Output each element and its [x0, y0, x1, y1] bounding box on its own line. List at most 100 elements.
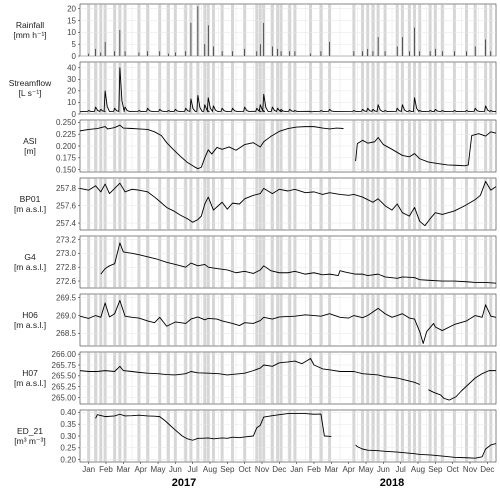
event-band — [465, 4, 469, 56]
event-band — [158, 294, 162, 346]
event-band — [211, 62, 215, 114]
event-band — [113, 62, 117, 114]
event-band — [206, 294, 210, 346]
panel-label-rainfall: Rainfall [mm h⁻¹] — [13, 20, 46, 40]
y-tick-label: 10 — [67, 98, 76, 107]
event-band — [328, 178, 332, 230]
panel-label-line: [m] — [24, 146, 36, 156]
y-tick-label: 273.0 — [56, 249, 77, 258]
x-month-label: Dec — [272, 465, 286, 474]
event-band — [137, 352, 141, 404]
ed-21-series-line — [355, 443, 497, 459]
event-band — [276, 4, 280, 56]
event-band — [262, 294, 266, 346]
panel-label-g4: G4 [m a.s.l.] — [14, 252, 46, 272]
event-band — [103, 4, 107, 56]
event-band — [196, 62, 200, 114]
event-band — [484, 236, 488, 288]
event-band — [400, 352, 404, 404]
event-band — [371, 236, 375, 288]
event-band — [328, 62, 332, 114]
event-band — [440, 294, 444, 346]
event-band — [243, 294, 247, 346]
event-band — [258, 236, 262, 288]
event-band — [371, 62, 375, 114]
event-band — [352, 178, 356, 230]
event-band — [395, 62, 399, 114]
event-band — [361, 294, 365, 346]
event-band — [118, 62, 122, 114]
event-band — [383, 236, 387, 288]
event-band — [270, 62, 274, 114]
event-band — [243, 236, 247, 288]
event-band — [383, 178, 387, 230]
x-month-label: May — [358, 465, 373, 474]
event-band — [293, 352, 297, 404]
y-tick-label: 0.200 — [56, 142, 77, 151]
y-tick-label: 265.75 — [52, 361, 77, 370]
panel-label-line: [m³ m⁻³] — [14, 436, 45, 446]
event-band — [440, 236, 444, 288]
event-band — [255, 62, 259, 114]
y-tick-label: 0.175 — [56, 154, 77, 163]
event-band — [276, 352, 280, 404]
panel-label-line: H06 — [22, 310, 38, 320]
panel-label-line: G4 — [24, 252, 36, 262]
y-tick-label: 0.30 — [60, 432, 76, 441]
event-band — [243, 62, 247, 114]
event-band — [211, 4, 215, 56]
x-month-label: Apr — [342, 465, 355, 474]
event-band — [103, 236, 107, 288]
event-band — [309, 178, 313, 230]
event-band — [383, 352, 387, 404]
panel-bp01: 257.4 257.6 257.8 BP01 [m a.s.l.] — [14, 177, 497, 231]
panel-label-line: Rainfall — [16, 20, 44, 30]
event-band — [231, 294, 235, 346]
event-band — [376, 236, 380, 288]
event-band — [489, 236, 493, 288]
event-band — [189, 294, 193, 346]
y-tick-label: 268.5 — [56, 329, 77, 338]
event-band — [94, 352, 98, 404]
event-band — [118, 236, 122, 288]
event-band — [407, 236, 411, 288]
event-band — [206, 62, 210, 114]
event-band — [94, 62, 98, 114]
event-band — [184, 4, 188, 56]
event-band — [465, 294, 469, 346]
event-band — [352, 236, 356, 288]
x-month-label: Nov — [255, 465, 269, 474]
event-band — [407, 178, 411, 230]
panel-ed-21: 0.20 0.25 0.30 0.35 0.40 ED_21 [m³ m⁻³] — [14, 408, 497, 464]
panel-asi: 0.150 0.175 0.200 0.225 0.250 ASI [m] — [23, 118, 497, 174]
panel-label-line: Streamflow — [9, 78, 52, 88]
x-month-label: Nov — [463, 465, 477, 474]
event-band — [166, 4, 170, 56]
event-band — [433, 294, 437, 346]
x-month-label: Jan — [290, 465, 303, 474]
y-tick-label: 269.0 — [56, 311, 77, 320]
event-band — [87, 352, 91, 404]
event-band — [270, 236, 274, 288]
x-month-label: Mar — [116, 465, 130, 474]
event-band — [440, 178, 444, 230]
event-band — [258, 4, 262, 56]
event-band — [293, 236, 297, 288]
event-band — [255, 294, 259, 346]
event-band — [433, 236, 437, 288]
y-tick-label: 272.6 — [56, 277, 77, 286]
panel-label-line: ASI — [23, 136, 37, 146]
event-band — [173, 62, 177, 114]
event-band — [146, 178, 150, 230]
event-band — [484, 178, 488, 230]
event-band — [452, 178, 456, 230]
panel-label-asi: ASI [m] — [23, 136, 37, 156]
event-band — [196, 294, 200, 346]
event-band — [319, 294, 323, 346]
event-band — [220, 294, 224, 346]
y-tick-label: 30 — [67, 75, 76, 84]
panel-g4: 272.6 272.8 273.0 273.2 G4 [m a.s.l.] — [14, 235, 497, 289]
event-band — [428, 4, 432, 56]
x-month-label: Oct — [446, 465, 459, 474]
